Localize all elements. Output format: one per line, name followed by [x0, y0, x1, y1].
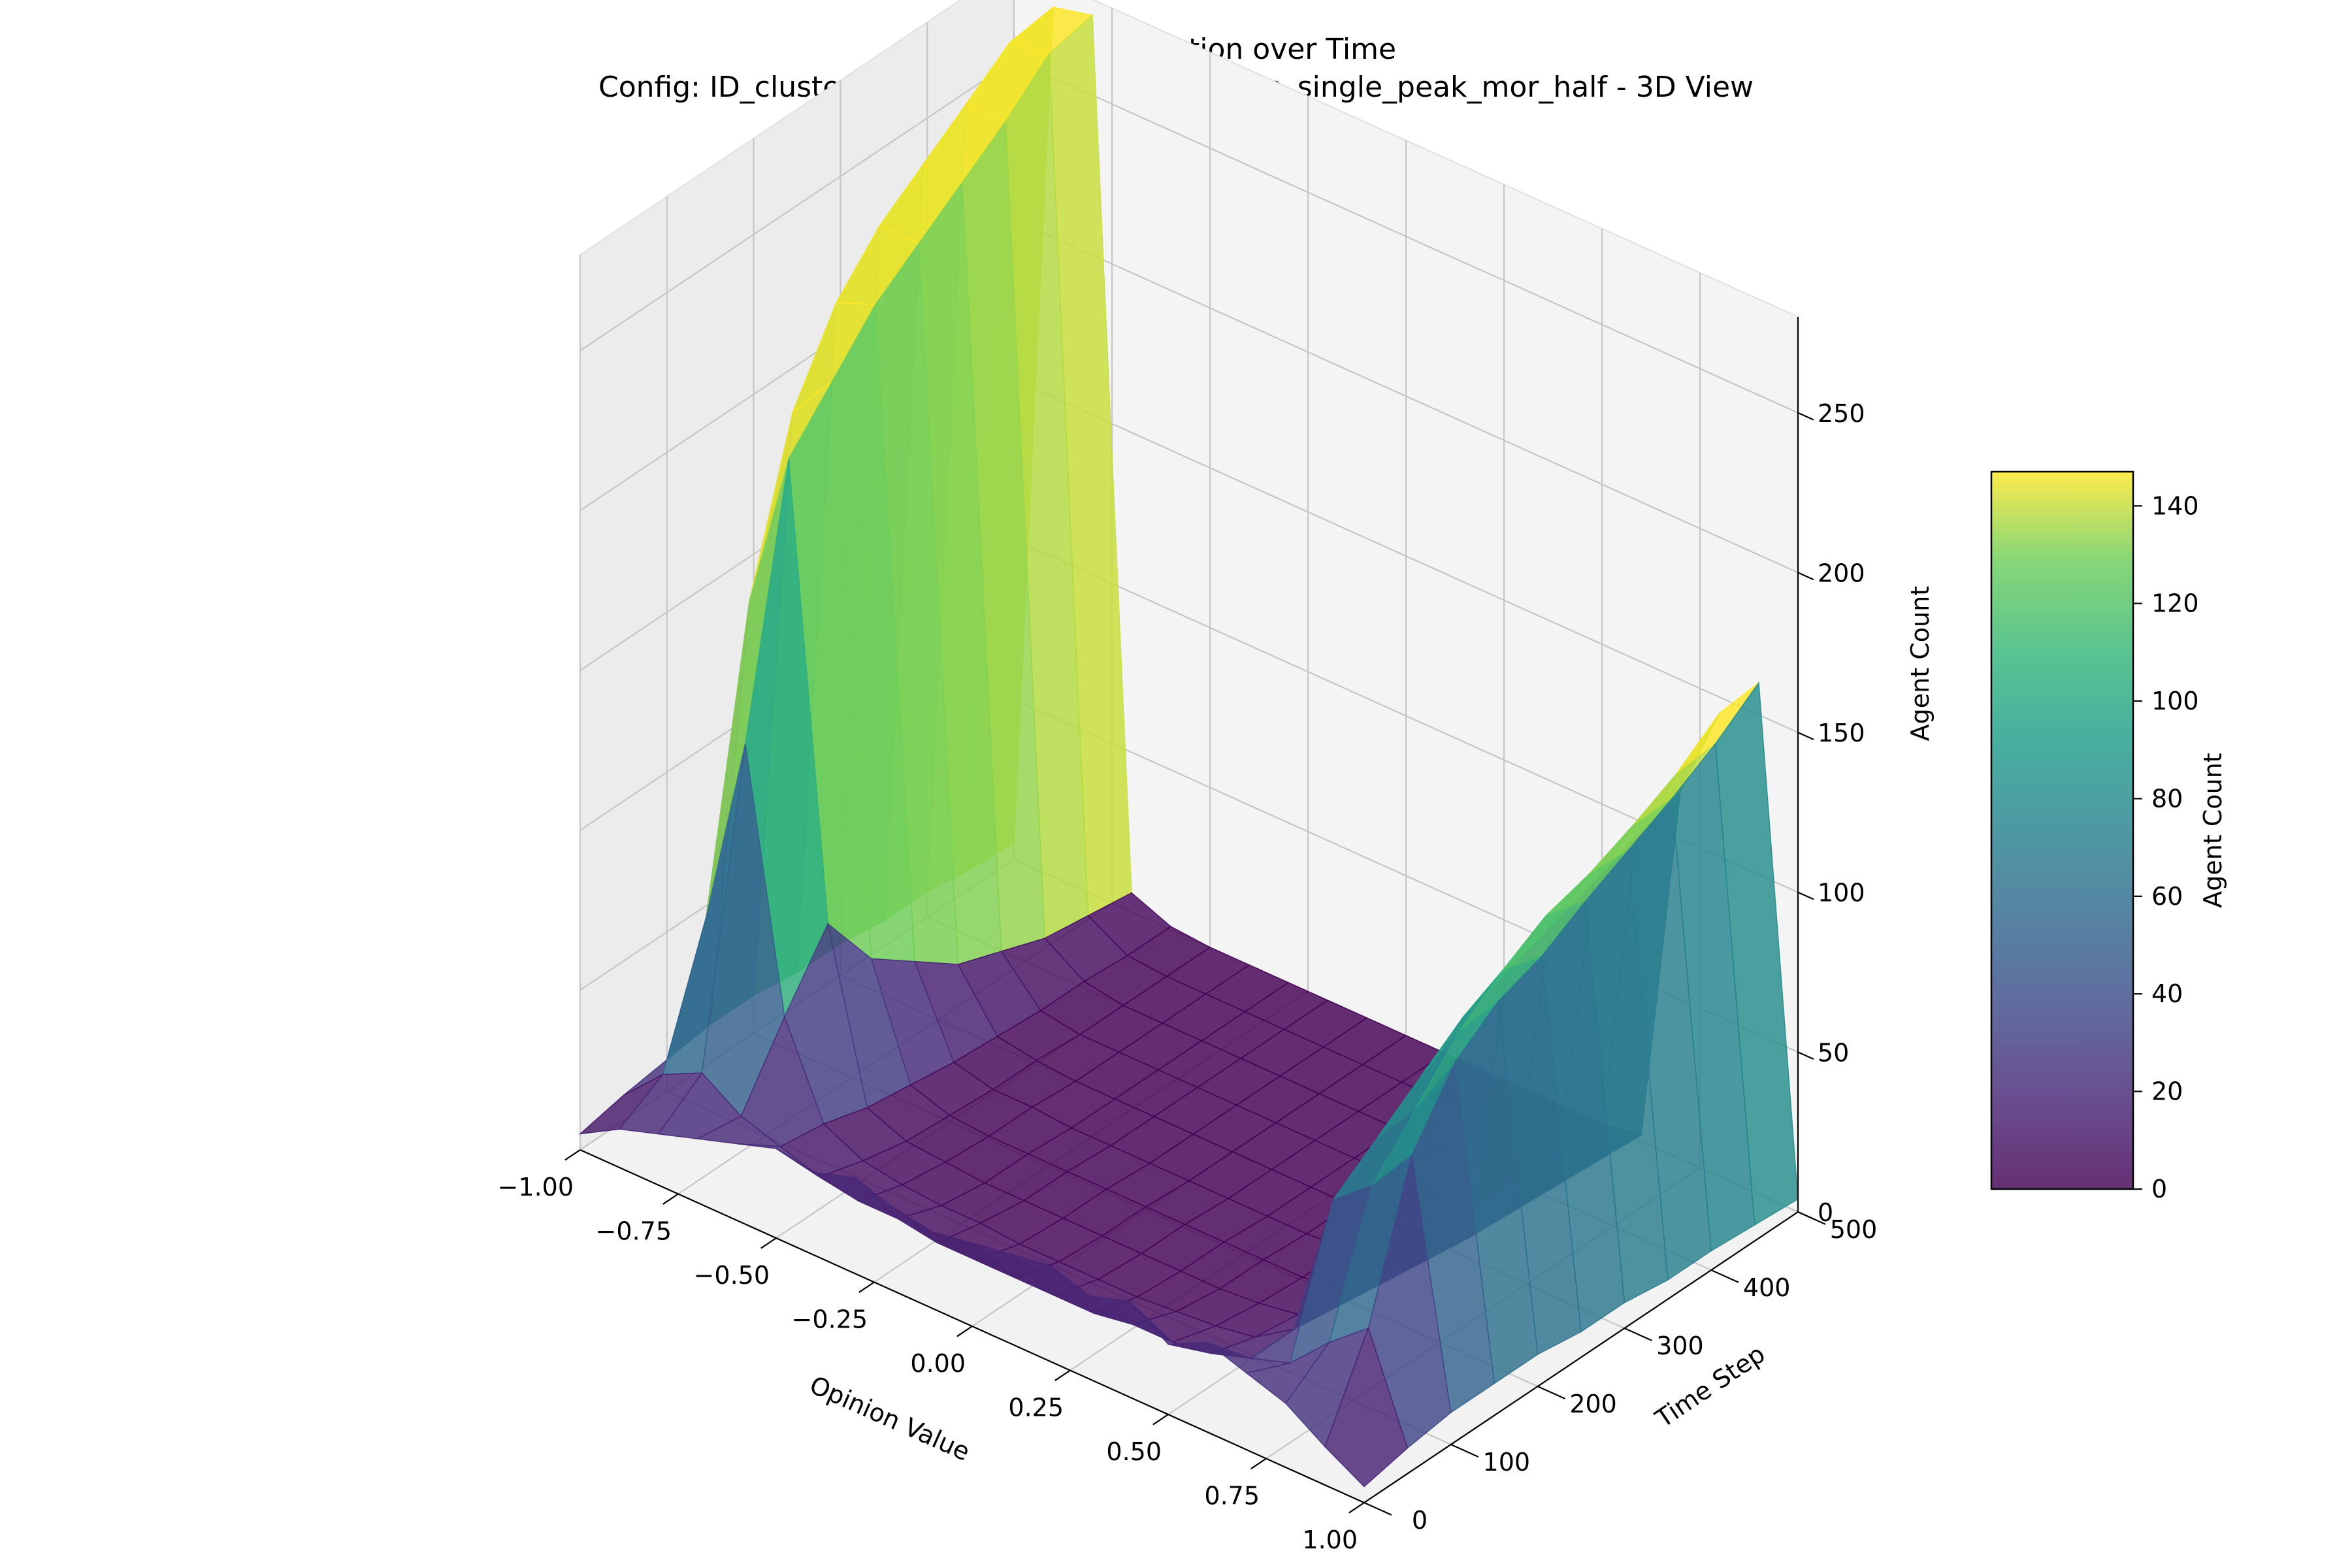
y-tick-label: 200: [1569, 1390, 1617, 1418]
z-tick-label: 100: [1818, 879, 1865, 907]
x-tick-label: 0.75: [1204, 1482, 1260, 1511]
colorbar-tick-label: 100: [2151, 687, 2199, 715]
z-tick-label: 50: [1818, 1038, 1849, 1067]
z-tick: [1797, 1051, 1814, 1060]
surface-plot: [578, 6, 1799, 1488]
colorbar-tick-label: 120: [2151, 589, 2199, 618]
z-tick-label: 0: [1818, 1198, 1833, 1227]
colorbar-tick-label: 20: [2151, 1077, 2183, 1106]
z-axis-label: Agent Count: [1906, 586, 1935, 741]
x-tick: [956, 1326, 973, 1337]
colorbar: 0 20 40 60 80 100 120 140 Agent Count: [1990, 470, 2227, 1203]
colorbar-frame: [1990, 470, 2134, 1190]
colorbar-tick-label: 140: [2151, 491, 2199, 520]
z-tick: [1797, 732, 1814, 740]
z-tick: [1797, 1211, 1814, 1220]
colorbar-tick-label: 80: [2151, 784, 2183, 813]
colorbar-tick-label: 40: [2151, 979, 2183, 1008]
y-tick: [1364, 1501, 1392, 1516]
x-tick: [1250, 1458, 1267, 1469]
x-tick-label: −0.25: [792, 1305, 868, 1334]
x-tick: [1152, 1414, 1169, 1426]
y-tick: [1537, 1385, 1566, 1399]
x-tick: [662, 1193, 679, 1205]
z-tick-label: 250: [1818, 399, 1865, 428]
x-axis-label: Opinion Value: [806, 1370, 974, 1466]
y-tick-label: 400: [1743, 1273, 1791, 1302]
x-tick: [1054, 1369, 1071, 1381]
colorbar-gradient: [1991, 472, 2133, 1189]
x-tick: [1348, 1502, 1365, 1514]
colorbar-label: Agent Count: [2198, 753, 2227, 907]
z-tick: [1797, 891, 1814, 900]
colorbar-tick-label: 0: [2151, 1175, 2167, 1203]
z-tick-label: 200: [1818, 559, 1865, 587]
x-tick-label: 0.50: [1106, 1437, 1162, 1466]
x-tick-label: −0.50: [694, 1261, 770, 1290]
x-tick: [760, 1237, 777, 1249]
y-axis-line: [1364, 1211, 1799, 1503]
x-tick-label: −1.00: [498, 1173, 574, 1201]
y-tick-label: 0: [1412, 1506, 1428, 1535]
x-tick-label: −0.75: [596, 1217, 672, 1246]
colorbar-tick-label: 60: [2151, 882, 2183, 911]
x-tick-label: 1.00: [1302, 1526, 1358, 1554]
x-tick-label: 0.25: [1008, 1394, 1064, 1422]
x-tick-label: 0.00: [910, 1349, 966, 1378]
y-tick: [1710, 1269, 1739, 1283]
y-tick: [1624, 1327, 1652, 1341]
y-tick-label: 300: [1656, 1331, 1704, 1360]
z-tick: [1797, 412, 1814, 421]
y-tick-label: 100: [1483, 1448, 1531, 1477]
y-tick: [1450, 1443, 1479, 1458]
z-tick-label: 150: [1818, 719, 1865, 747]
y-tick-label: 500: [1830, 1215, 1878, 1244]
surface-patch: [1324, 1326, 1409, 1488]
x-tick: [858, 1281, 875, 1293]
x-tick: [564, 1149, 581, 1161]
z-tick: [1797, 572, 1814, 581]
